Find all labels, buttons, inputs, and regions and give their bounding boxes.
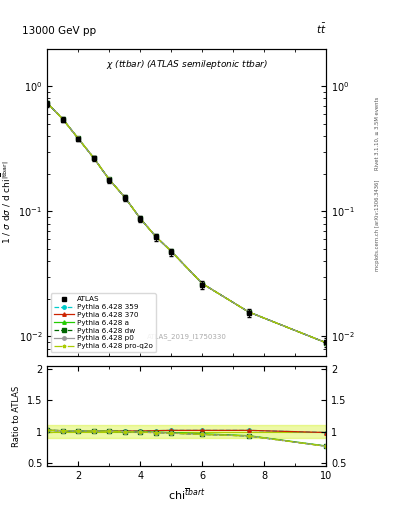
Pythia 6.428 359	[324, 340, 329, 346]
Pythia 6.428 dw	[324, 340, 329, 346]
Pythia 6.428 370	[246, 309, 251, 315]
Pythia 6.428 a	[45, 100, 50, 106]
Pythia 6.428 370	[107, 176, 112, 182]
Pythia 6.428 370	[138, 215, 143, 221]
Line: Pythia 6.428 dw: Pythia 6.428 dw	[46, 101, 328, 345]
Pythia 6.428 359	[122, 194, 127, 200]
Pythia 6.428 a	[60, 116, 65, 122]
Pythia 6.428 a	[138, 215, 143, 221]
Pythia 6.428 pro-q2o	[246, 309, 251, 315]
Pythia 6.428 370	[324, 340, 329, 346]
Text: mcplots.cern.ch [arXiv:1306.3436]: mcplots.cern.ch [arXiv:1306.3436]	[375, 180, 380, 271]
Pythia 6.428 p0	[324, 340, 329, 346]
Pythia 6.428 p0	[138, 215, 143, 221]
Pythia 6.428 359	[107, 176, 112, 182]
Text: $t\bar{t}$: $t\bar{t}$	[316, 22, 326, 36]
Line: Pythia 6.428 a: Pythia 6.428 a	[46, 101, 328, 345]
Line: Pythia 6.428 p0: Pythia 6.428 p0	[46, 101, 328, 345]
Pythia 6.428 pro-q2o	[324, 340, 329, 346]
Y-axis label: Ratio to ATLAS: Ratio to ATLAS	[12, 386, 21, 446]
Pythia 6.428 370	[169, 248, 174, 254]
Pythia 6.428 370	[122, 194, 127, 200]
Pythia 6.428 dw	[76, 135, 81, 141]
Pythia 6.428 pro-q2o	[169, 248, 174, 254]
Pythia 6.428 359	[246, 309, 251, 315]
Pythia 6.428 370	[60, 116, 65, 122]
Pythia 6.428 370	[153, 233, 158, 240]
Pythia 6.428 a	[91, 155, 96, 161]
Bar	[47, 425, 326, 438]
Pythia 6.428 370	[91, 155, 96, 161]
Pythia 6.428 pro-q2o	[107, 176, 112, 182]
Pythia 6.428 dw	[138, 215, 143, 221]
Pythia 6.428 p0	[169, 248, 174, 254]
Y-axis label: 1 / $\sigma$ d$\sigma$ / d chi$^{\mathregular{|}\overline{\mathregular{t}}\mathr: 1 / $\sigma$ d$\sigma$ / d chi$^{\mathre…	[0, 161, 13, 244]
Pythia 6.428 pro-q2o	[60, 116, 65, 122]
Pythia 6.428 p0	[60, 116, 65, 122]
Pythia 6.428 p0	[122, 194, 127, 200]
Pythia 6.428 p0	[76, 135, 81, 141]
Pythia 6.428 a	[200, 281, 204, 287]
Pythia 6.428 359	[45, 100, 50, 106]
Line: Pythia 6.428 359: Pythia 6.428 359	[46, 101, 328, 345]
Pythia 6.428 359	[60, 116, 65, 122]
Pythia 6.428 dw	[60, 116, 65, 122]
Pythia 6.428 359	[76, 135, 81, 141]
Pythia 6.428 p0	[91, 155, 96, 161]
Pythia 6.428 359	[153, 233, 158, 240]
Pythia 6.428 359	[200, 281, 204, 287]
Text: 13000 GeV pp: 13000 GeV pp	[22, 26, 96, 36]
Pythia 6.428 dw	[246, 309, 251, 315]
Pythia 6.428 pro-q2o	[76, 135, 81, 141]
Line: Pythia 6.428 370: Pythia 6.428 370	[46, 101, 328, 345]
Text: Rivet 3.1.10, ≥ 3.5M events: Rivet 3.1.10, ≥ 3.5M events	[375, 96, 380, 170]
Pythia 6.428 dw	[200, 281, 204, 287]
Text: $\chi$ (ttbar) (ATLAS semileptonic ttbar): $\chi$ (ttbar) (ATLAS semileptonic ttbar…	[106, 58, 268, 71]
Pythia 6.428 p0	[153, 233, 158, 240]
Pythia 6.428 370	[76, 135, 81, 141]
Pythia 6.428 p0	[107, 176, 112, 182]
Pythia 6.428 a	[246, 309, 251, 315]
Pythia 6.428 pro-q2o	[200, 281, 204, 287]
Pythia 6.428 p0	[200, 281, 204, 287]
Pythia 6.428 p0	[45, 100, 50, 106]
Pythia 6.428 a	[324, 340, 329, 346]
Pythia 6.428 pro-q2o	[138, 215, 143, 221]
Pythia 6.428 359	[91, 155, 96, 161]
Pythia 6.428 dw	[122, 194, 127, 200]
Pythia 6.428 dw	[107, 176, 112, 182]
Pythia 6.428 359	[169, 248, 174, 254]
Pythia 6.428 a	[76, 135, 81, 141]
Legend: ATLAS, Pythia 6.428 359, Pythia 6.428 370, Pythia 6.428 a, Pythia 6.428 dw, Pyth: ATLAS, Pythia 6.428 359, Pythia 6.428 37…	[51, 293, 156, 352]
Line: Pythia 6.428 pro-q2o: Pythia 6.428 pro-q2o	[46, 101, 328, 345]
Pythia 6.428 pro-q2o	[122, 194, 127, 200]
Pythia 6.428 a	[122, 194, 127, 200]
Pythia 6.428 pro-q2o	[153, 233, 158, 240]
Pythia 6.428 a	[153, 233, 158, 240]
Pythia 6.428 dw	[91, 155, 96, 161]
Text: ATLAS_2019_I1750330: ATLAS_2019_I1750330	[147, 334, 227, 340]
Pythia 6.428 dw	[153, 233, 158, 240]
Pythia 6.428 pro-q2o	[91, 155, 96, 161]
Pythia 6.428 a	[169, 248, 174, 254]
Pythia 6.428 359	[138, 215, 143, 221]
X-axis label: chi$^{\overline{t}bart}$: chi$^{\overline{t}bart}$	[168, 486, 206, 502]
Pythia 6.428 p0	[246, 309, 251, 315]
Pythia 6.428 pro-q2o	[45, 100, 50, 106]
Pythia 6.428 dw	[45, 100, 50, 106]
Pythia 6.428 370	[45, 100, 50, 106]
Pythia 6.428 a	[107, 176, 112, 182]
Pythia 6.428 370	[200, 281, 204, 287]
Pythia 6.428 dw	[169, 248, 174, 254]
